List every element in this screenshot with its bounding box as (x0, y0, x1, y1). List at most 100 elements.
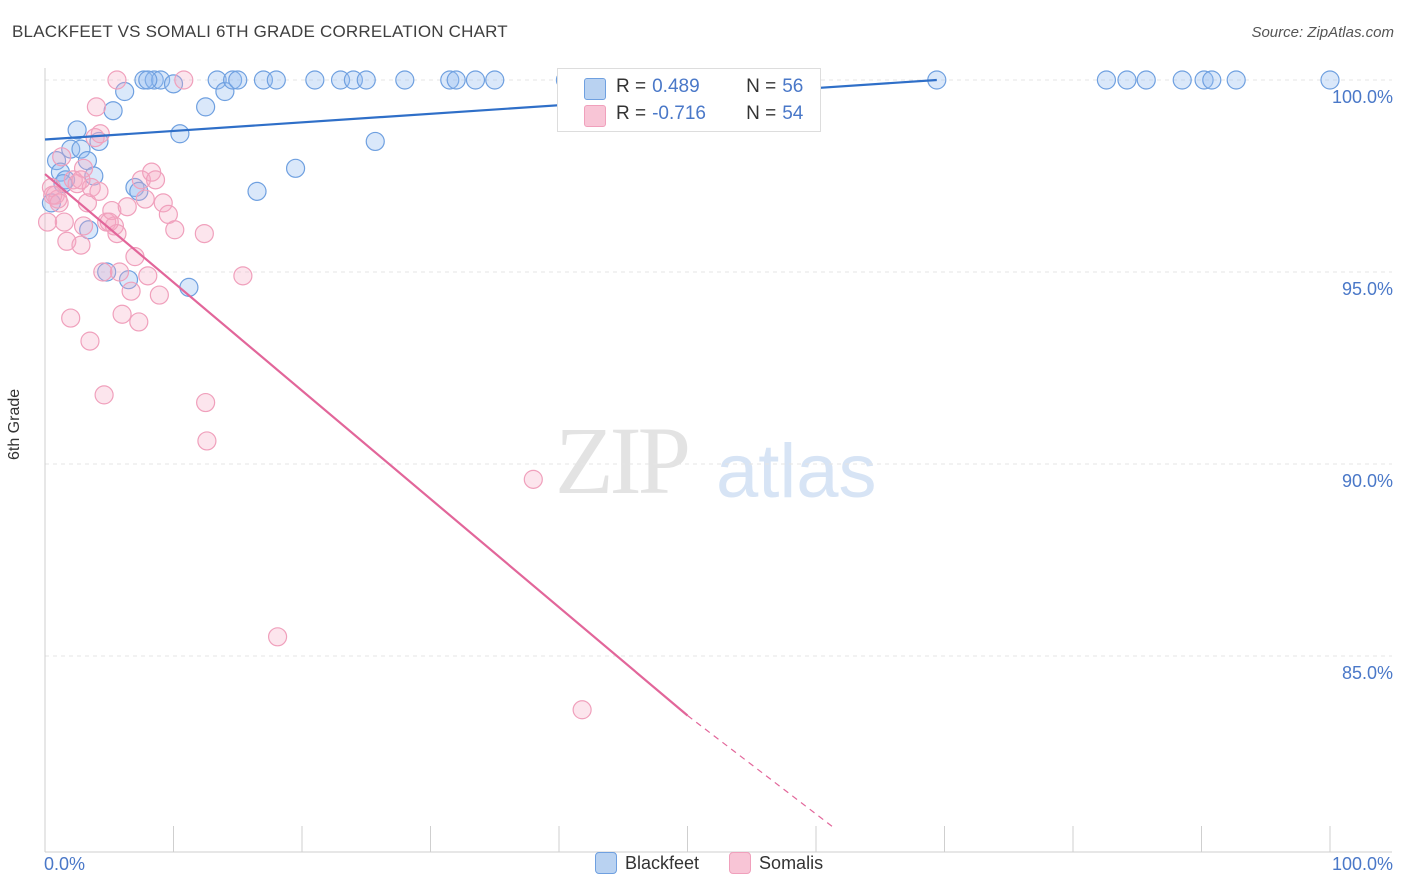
point-somalis (131, 170, 151, 190)
point-somalis (49, 193, 69, 213)
point-blackfeet (223, 70, 243, 90)
point-blackfeet (266, 70, 286, 90)
y-tick-label: 85.0% (1342, 663, 1393, 683)
point-somalis (73, 158, 94, 178)
point-blackfeet (129, 181, 149, 201)
source-credit: Source: ZipAtlas.com (1251, 24, 1394, 41)
point-blackfeet (305, 70, 325, 90)
stats-row-somalis: R = -0.716 N = 54 (584, 103, 804, 127)
point-blackfeet (1320, 70, 1340, 90)
chart-title: BLACKFEET VS SOMALI 6TH GRADE CORRELATIO… (12, 22, 508, 41)
point-somalis (165, 220, 185, 240)
point-somalis (57, 231, 77, 251)
point-blackfeet (485, 70, 505, 90)
legend-label-somalis: Somalis (759, 852, 824, 873)
point-somalis (86, 97, 107, 117)
point-somalis (233, 266, 253, 286)
legend-swatch-blackfeet (595, 852, 617, 874)
point-blackfeet (163, 74, 184, 94)
point-somalis (102, 200, 122, 221)
point-blackfeet (228, 70, 248, 90)
y-tick-label: 90.0% (1342, 471, 1393, 491)
point-somalis (109, 262, 130, 282)
point-blackfeet (1202, 70, 1222, 90)
point-somalis (93, 262, 113, 282)
point-blackfeet (446, 70, 466, 90)
stats-r-label: R = (616, 76, 647, 97)
point-somalis (80, 331, 100, 351)
stats-n-value: 56 (782, 76, 804, 97)
point-somalis (90, 124, 110, 144)
point-blackfeet (1226, 70, 1246, 90)
point-somalis (71, 235, 91, 255)
stats-r-label: R = (616, 103, 647, 124)
point-blackfeet (67, 120, 87, 140)
point-blackfeet (1136, 70, 1156, 90)
point-blackfeet (71, 139, 91, 159)
point-somalis (153, 193, 173, 213)
point-blackfeet (196, 97, 216, 117)
stats-n-label: N = (746, 103, 777, 124)
point-somalis (197, 431, 217, 451)
trend-line-somalis-extension (687, 715, 836, 830)
x-tick-label: 100.0% (1332, 854, 1393, 874)
point-blackfeet (395, 70, 415, 90)
stats-row-blackfeet: R = 0.489 N = 56 (584, 76, 804, 100)
point-blackfeet (179, 277, 199, 297)
stats-n-value: 54 (782, 103, 804, 124)
legend-item-blackfeet[interactable]: Blackfeet (595, 852, 699, 874)
point-somalis (112, 304, 132, 324)
stats-swatch-somalis (584, 105, 606, 127)
point-somalis (89, 181, 109, 201)
stats-swatch-blackfeet (584, 78, 606, 100)
point-blackfeet (144, 70, 164, 90)
point-somalis (572, 700, 592, 720)
point-somalis (174, 70, 194, 90)
point-blackfeet (440, 70, 460, 90)
legend-label-blackfeet: Blackfeet (625, 852, 700, 873)
point-somalis (54, 212, 74, 232)
point-blackfeet (207, 70, 227, 90)
point-blackfeet (285, 158, 306, 178)
point-somalis (107, 70, 127, 90)
point-somalis (94, 385, 114, 405)
point-blackfeet (46, 151, 67, 171)
point-somalis (267, 627, 288, 647)
stats-r-value: 0.489 (652, 76, 700, 97)
watermark-atlas: atlas (716, 429, 877, 514)
point-blackfeet (365, 131, 385, 152)
x-tick-label: 0.0% (44, 854, 85, 874)
point-blackfeet (247, 181, 267, 201)
y-tick-label: 100.0% (1332, 87, 1393, 107)
point-somalis (135, 189, 155, 209)
point-blackfeet (1117, 70, 1137, 90)
point-blackfeet (465, 70, 486, 90)
point-blackfeet (103, 101, 123, 121)
point-somalis (196, 392, 216, 413)
point-somalis (145, 170, 166, 190)
stats-box: R = 0.489 N = 56 R = -0.716 N = 54 (557, 68, 821, 132)
point-somalis (117, 197, 137, 217)
point-blackfeet (1096, 70, 1117, 90)
point-blackfeet (79, 220, 99, 240)
legend-item-somalis[interactable]: Somalis (729, 852, 823, 874)
point-somalis (523, 469, 543, 489)
watermark-zip: ZIP (555, 407, 691, 514)
point-blackfeet (1194, 70, 1214, 90)
point-blackfeet (115, 81, 135, 102)
stats-r-value: -0.716 (652, 103, 706, 124)
y-tick-label: 95.0% (1342, 279, 1393, 299)
point-somalis (73, 216, 94, 236)
point-blackfeet (138, 70, 158, 90)
point-blackfeet (1172, 70, 1192, 90)
point-somalis (61, 308, 81, 328)
point-blackfeet (215, 81, 235, 102)
point-somalis (121, 281, 141, 301)
point-blackfeet (170, 124, 190, 144)
point-blackfeet (84, 166, 104, 186)
point-somalis (52, 147, 72, 167)
point-somalis (138, 266, 158, 286)
point-somalis (149, 285, 169, 305)
point-somalis (99, 212, 119, 232)
